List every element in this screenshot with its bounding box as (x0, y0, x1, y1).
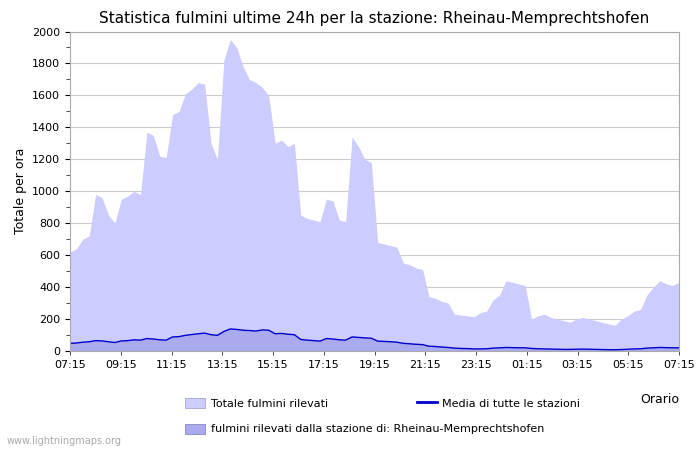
Title: Statistica fulmini ultime 24h per la stazione: Rheinau-Memprechtshofen: Statistica fulmini ultime 24h per la sta… (99, 11, 650, 26)
Y-axis label: Totale per ora: Totale per ora (13, 148, 27, 234)
Legend: fulmini rilevati dalla stazione di: Rheinau-Memprechtshofen: fulmini rilevati dalla stazione di: Rhei… (186, 423, 544, 434)
Text: www.lightningmaps.org: www.lightningmaps.org (7, 436, 122, 446)
Text: Orario: Orario (640, 392, 679, 405)
